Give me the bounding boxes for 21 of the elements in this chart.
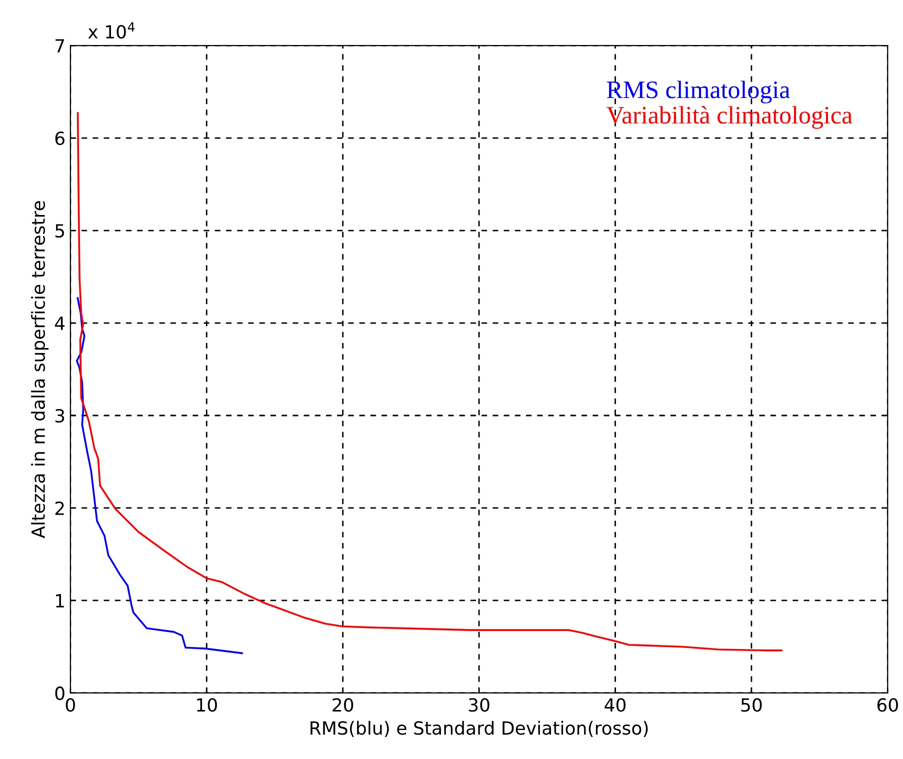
x-tick-label: 10: [197, 698, 217, 712]
x-tick-label: 20: [332, 698, 354, 712]
x-tick-label: 40: [604, 698, 626, 712]
y-tick-label: 5: [55, 224, 64, 238]
y-tick-label: 1: [56, 594, 64, 608]
y-tick-label: 3: [55, 408, 64, 423]
x-tick-label: 0: [66, 698, 75, 712]
y-tick-label: 6: [55, 131, 64, 146]
text: x 10$^{4}$: [88, 22, 135, 39]
line-series: [76, 297, 243, 654]
y-tick-label: 0: [55, 686, 64, 700]
x-tick-label: 50: [741, 698, 762, 712]
text: Variabilità climatologica: [606, 106, 852, 129]
y-tick-label: 4: [54, 316, 65, 330]
x-tick-label: 30: [468, 698, 490, 712]
x-tick-label: 60: [877, 698, 898, 712]
text: RMS climatologia: [606, 80, 790, 104]
y-tick-label: 2: [55, 501, 64, 515]
y-axis-title: Altezza in m dalla superficie terrestre: [31, 201, 49, 538]
x-axis-title: RMS(blu) e Standard Deviation(rosso): [310, 720, 648, 737]
y-tick-label: 7: [56, 39, 64, 52]
